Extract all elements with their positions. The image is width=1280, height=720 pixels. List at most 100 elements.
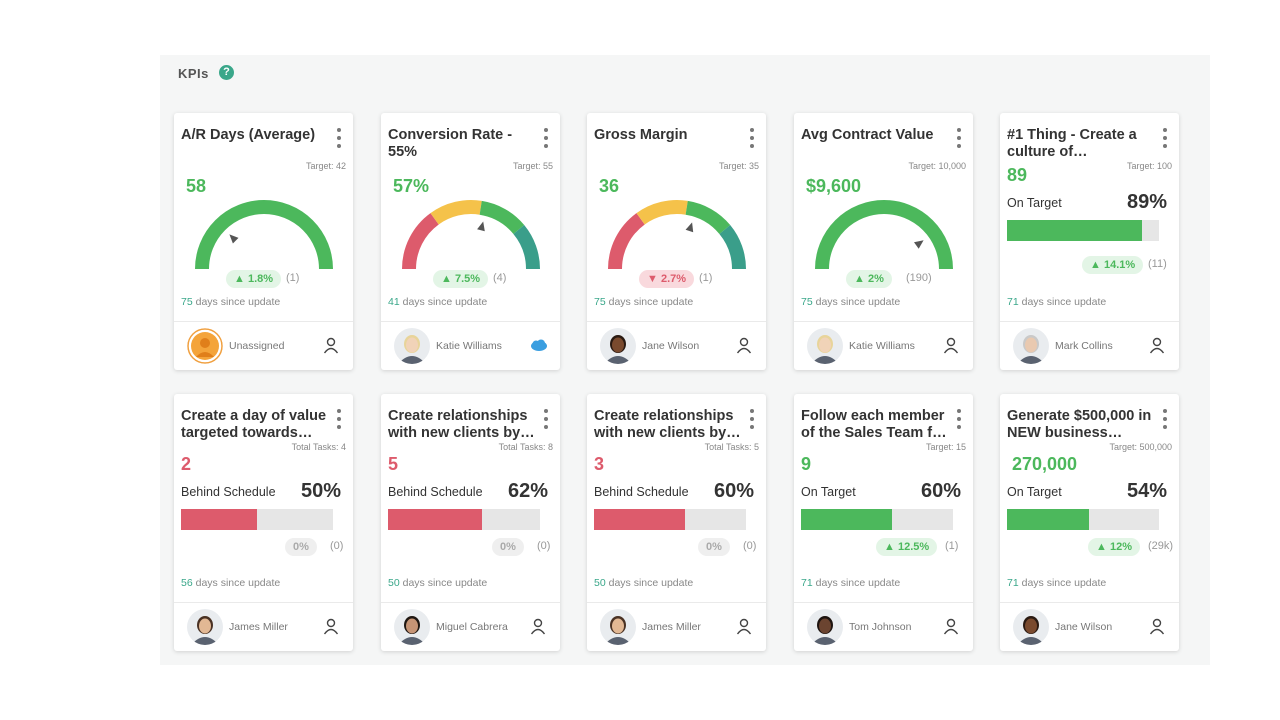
kpi-value: 57% <box>393 176 430 196</box>
card-title[interactable]: Create relationships with new clients by… <box>388 408 535 441</box>
card-target: Target: 100 <box>1126 161 1172 171</box>
card-divider <box>381 602 560 603</box>
assign-user-icon[interactable] <box>736 618 752 636</box>
progress-bar <box>801 509 953 530</box>
kpi-card[interactable]: 57% Conversion Rate - 55% Target: 55 ▲ 7.5%… <box>381 113 560 370</box>
change-badge: ▲ 12.5% <box>876 538 938 556</box>
card-target: Target: 55 <box>512 161 553 171</box>
kpi-card[interactable]: 2 Behind Schedule 50% Create a day of value… <box>174 394 353 651</box>
card-title[interactable]: Follow each member of the Sales Team f… <box>801 408 947 441</box>
card-title[interactable]: Avg Contract Value <box>801 127 934 143</box>
page-title: KPIs <box>178 66 209 81</box>
kpi-value: 270,000 <box>1012 454 1078 474</box>
progress-bar <box>181 509 333 530</box>
more-options-icon[interactable] <box>953 409 965 429</box>
card-divider <box>381 321 560 322</box>
change-badge: ▲ 12% <box>1088 538 1140 556</box>
gauge-needle <box>685 222 694 233</box>
progress-bar <box>594 509 746 530</box>
james-avatar[interactable] <box>187 609 223 645</box>
owner-name[interactable]: Katie Williams <box>436 340 502 352</box>
jane-avatar[interactable] <box>1013 609 1049 645</box>
card-title[interactable]: A/R Days (Average) <box>181 127 316 143</box>
change-badge: 0% <box>285 538 317 556</box>
assign-user-icon[interactable] <box>1149 337 1165 355</box>
progress-bar-fill <box>1007 509 1090 530</box>
status-label: Behind Schedule <box>181 485 276 499</box>
kpi-card[interactable]: 9 On Target 60% Follow each member of the S… <box>794 394 973 651</box>
change-badge: ▲ 1.8% <box>226 270 282 288</box>
status-label: Behind Schedule <box>594 485 689 499</box>
gauge-chart <box>195 200 333 270</box>
assign-user-icon[interactable] <box>323 337 339 355</box>
more-options-icon[interactable] <box>746 409 758 429</box>
card-target: Target: 15 <box>925 442 966 452</box>
miguel-avatar[interactable] <box>394 609 430 645</box>
owner-name[interactable]: Katie Williams <box>849 340 915 352</box>
progress-bar-fill <box>388 509 483 530</box>
gauge-chart <box>608 200 746 270</box>
owner-name[interactable]: Unassigned <box>229 340 285 352</box>
more-options-icon[interactable] <box>333 128 345 148</box>
kpi-card[interactable]: 270,000 On Target 54% Generate $500,000 in … <box>1000 394 1179 651</box>
more-options-icon[interactable] <box>540 409 552 429</box>
owner-name[interactable]: Tom Johnson <box>849 621 912 633</box>
card-title[interactable]: #1 Thing - Create a culture of… <box>1007 127 1137 160</box>
days-since-update: 41 days since update <box>388 296 488 308</box>
kpi-card[interactable]: $9,600 Avg Contract Value Target: 10,000 ▲ … <box>794 113 973 370</box>
more-options-icon[interactable] <box>333 409 345 429</box>
more-options-icon[interactable] <box>953 128 965 148</box>
owner-name[interactable]: Miguel Cabrera <box>436 621 508 633</box>
kpi-value: 58 <box>186 176 207 196</box>
assign-user-icon[interactable] <box>943 618 959 636</box>
katie-avatar[interactable] <box>807 328 843 364</box>
assign-user-icon[interactable] <box>323 618 339 636</box>
assign-user-icon[interactable] <box>530 618 546 636</box>
card-title[interactable]: Create relationships with new clients by… <box>594 408 741 441</box>
owner-name[interactable]: James Miller <box>229 621 288 633</box>
kpi-card[interactable]: 89 On Target 89% #1 Thing - Create a cultur… <box>1000 113 1179 370</box>
owner-name[interactable]: Mark Collins <box>1055 340 1113 352</box>
more-options-icon[interactable] <box>1159 128 1171 148</box>
more-options-icon[interactable] <box>540 128 552 148</box>
owner-name[interactable]: Jane Wilson <box>1055 621 1113 633</box>
card-title[interactable]: Gross Margin <box>594 127 688 143</box>
kpi-card[interactable]: 5 Behind Schedule 62% Create relationships … <box>381 394 560 651</box>
days-since-update: 75 days since update <box>181 296 281 308</box>
gauge-chart <box>402 200 540 270</box>
owner-name[interactable]: Jane Wilson <box>642 340 700 352</box>
status-label: On Target <box>1007 196 1062 210</box>
progress-bar <box>1007 509 1159 530</box>
change-arrow-icon: ▲ <box>1096 541 1110 553</box>
kpi-card[interactable]: 58 A/R Days (Average) Target: 42 ▲ 1.8% (1) 7… <box>174 113 353 370</box>
card-divider <box>794 321 973 322</box>
card-title[interactable]: Create a day of value targeted towards… <box>181 408 327 441</box>
kpi-card[interactable]: 36 Gross Margin Target: 35 ▼ 2.7% (1) 75 days… <box>587 113 766 370</box>
card-divider <box>1000 321 1179 322</box>
days-since-update: 71 days since update <box>1007 296 1107 308</box>
assign-user-icon[interactable] <box>736 337 752 355</box>
jane-avatar[interactable] <box>600 328 636 364</box>
assign-user-icon[interactable] <box>1149 618 1165 636</box>
progress-bar-fill <box>801 509 893 530</box>
unassigned-avatar[interactable] <box>187 328 223 364</box>
help-icon[interactable]: ? <box>219 65 234 80</box>
owner-name[interactable]: James Miller <box>642 621 701 633</box>
card-title[interactable]: Generate $500,000 in NEW business… <box>1007 408 1152 441</box>
more-options-icon[interactable] <box>746 128 758 148</box>
update-count: (1) <box>945 540 959 552</box>
mark-avatar[interactable] <box>1013 328 1049 364</box>
days-since-update: 50 days since update <box>388 577 488 589</box>
katie-avatar[interactable] <box>394 328 430 364</box>
james-avatar[interactable] <box>600 609 636 645</box>
change-badge: 0% <box>698 538 730 556</box>
status-label: Behind Schedule <box>388 485 483 499</box>
more-options-icon[interactable] <box>1159 409 1171 429</box>
assign-user-icon[interactable] <box>943 337 959 355</box>
kpi-card[interactable]: 3 Behind Schedule 60% Create relationships … <box>587 394 766 651</box>
card-title[interactable]: Conversion Rate - 55% <box>388 127 513 160</box>
card-target: Target: 35 <box>718 161 759 171</box>
tom-avatar[interactable] <box>807 609 843 645</box>
kpi-value: 9 <box>801 454 812 474</box>
days-since-update: 75 days since update <box>801 296 901 308</box>
